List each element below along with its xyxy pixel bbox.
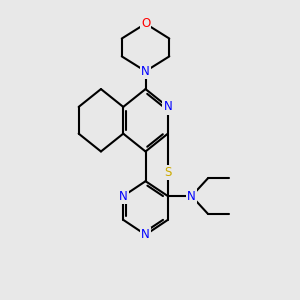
Text: N: N [141, 65, 150, 78]
Text: S: S [164, 166, 172, 179]
Text: N: N [141, 228, 150, 241]
Text: O: O [141, 17, 150, 30]
Text: N: N [119, 190, 128, 202]
Text: N: N [164, 100, 172, 113]
Text: N: N [187, 190, 196, 202]
